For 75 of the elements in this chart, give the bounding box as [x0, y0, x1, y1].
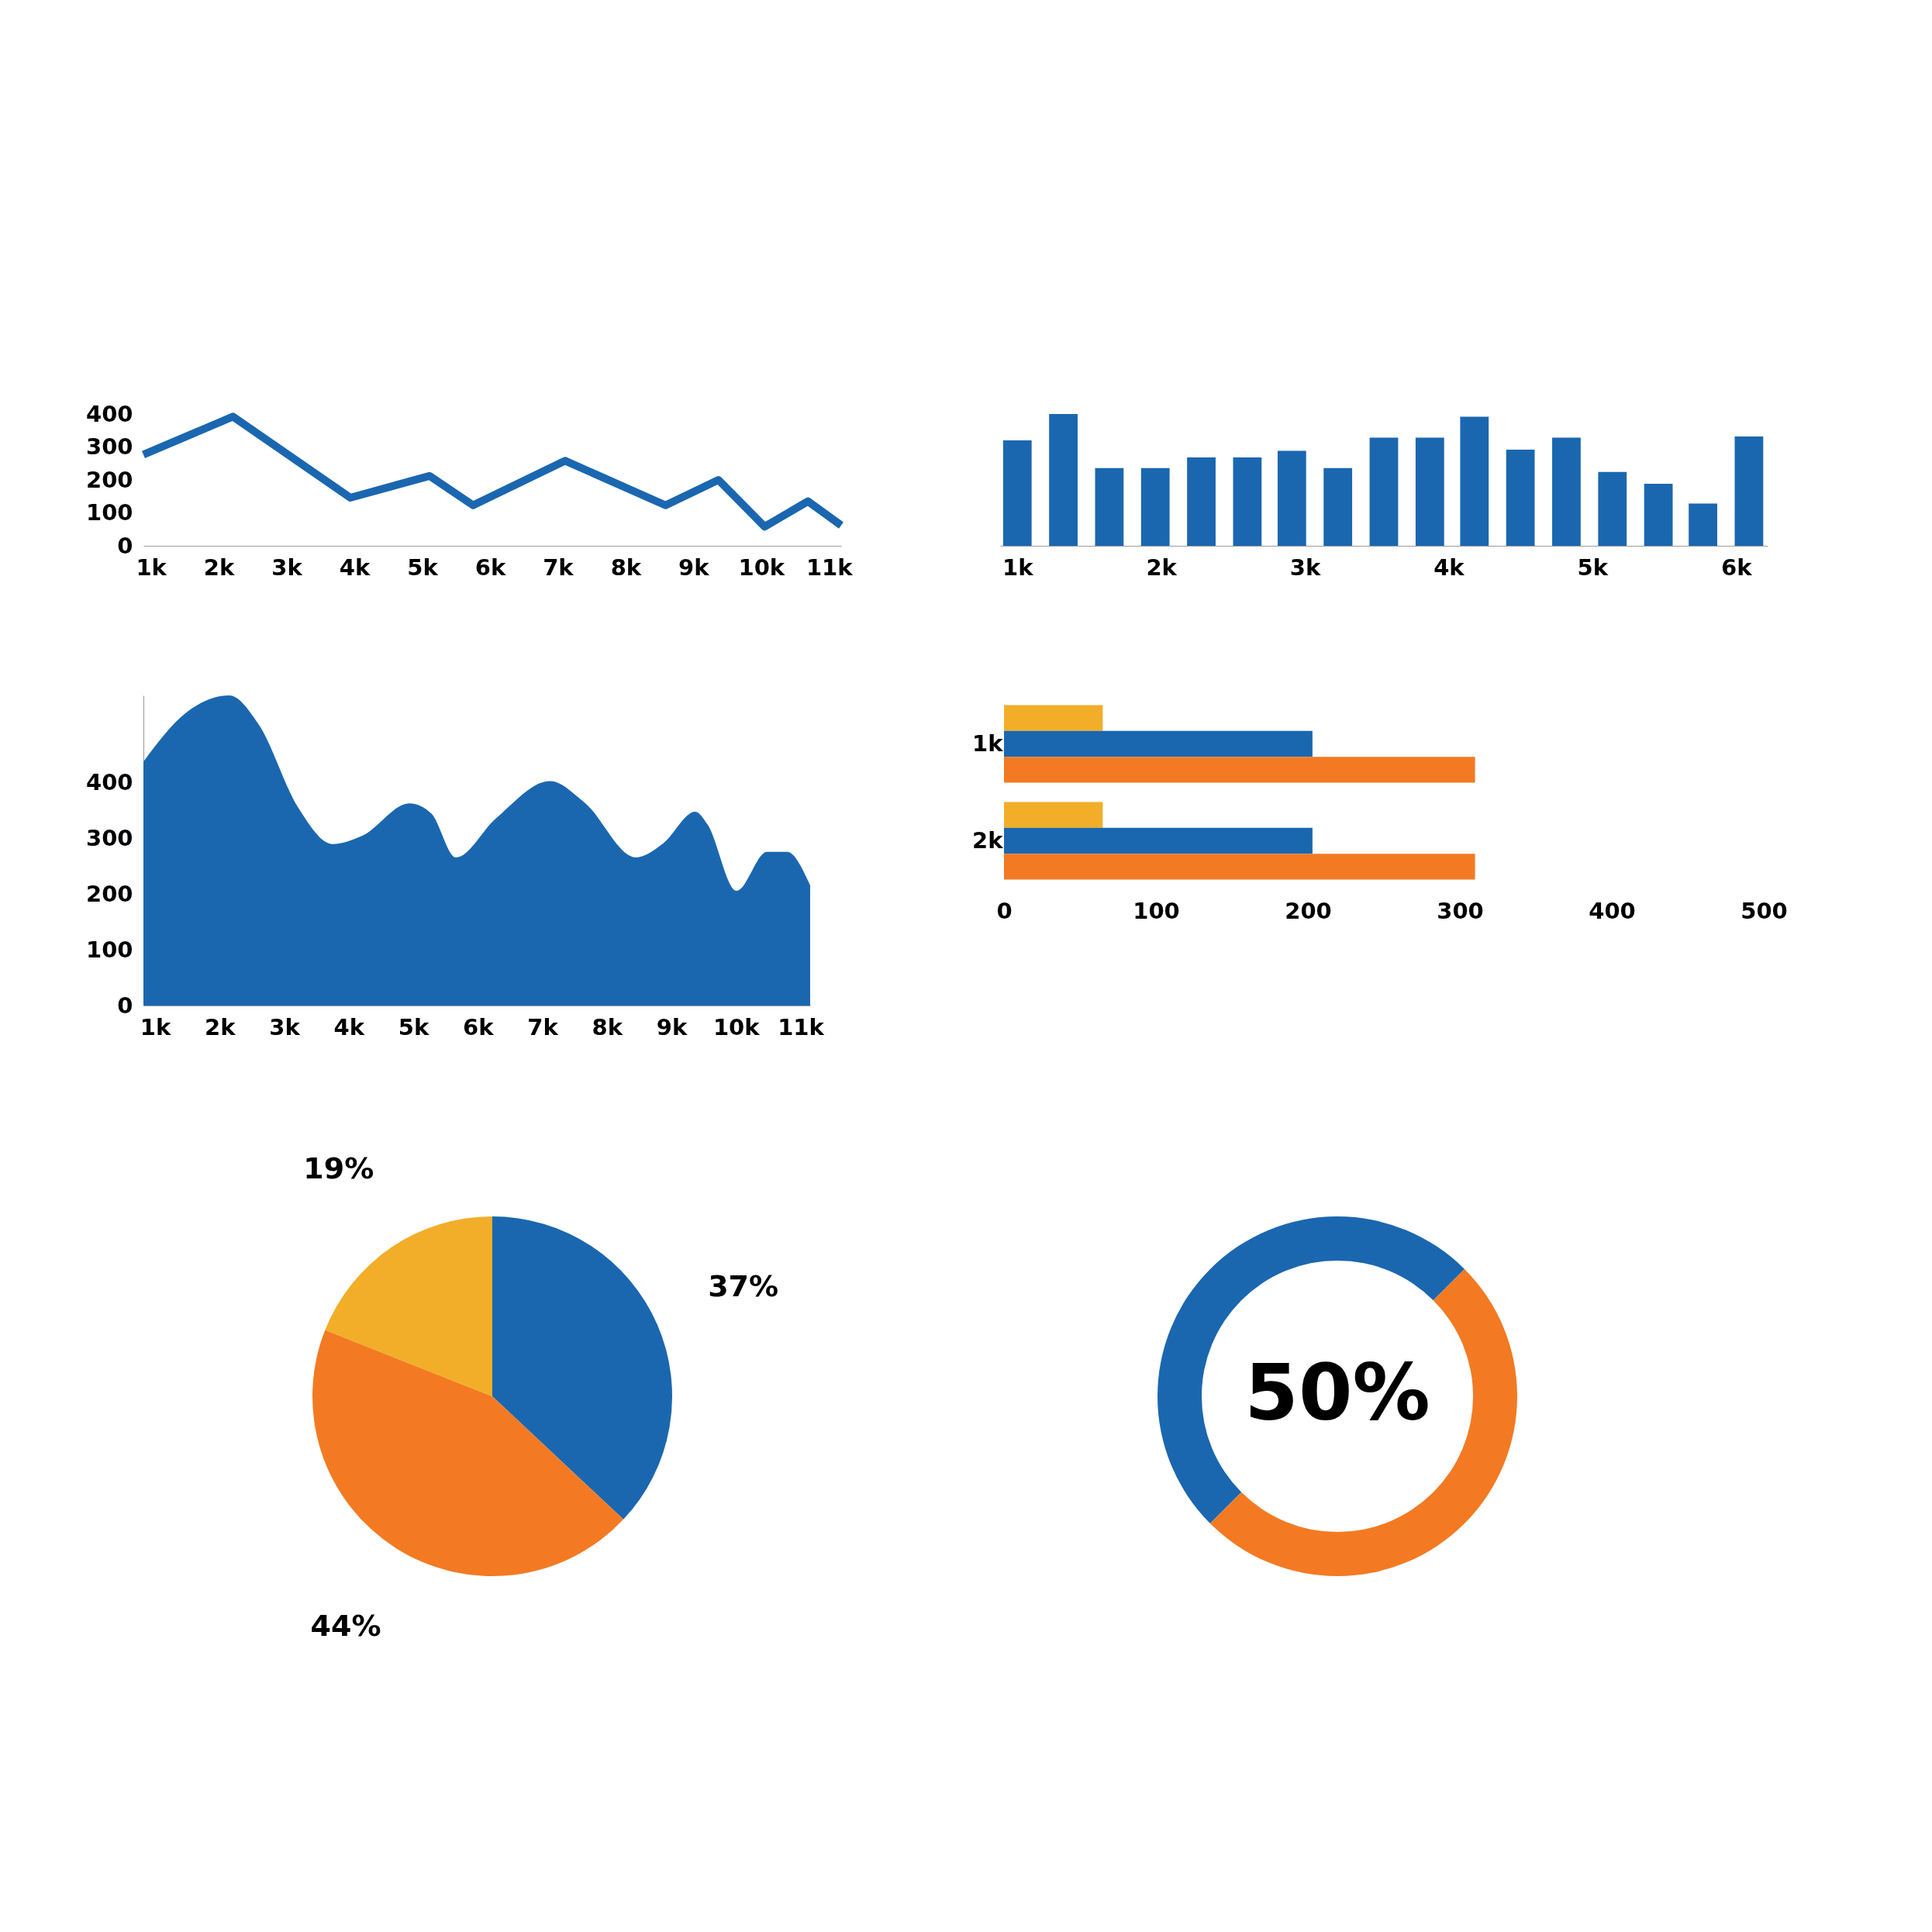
x-tick-label: 1k	[136, 554, 167, 581]
data-label: 19%	[303, 1151, 374, 1186]
data-label: 44%	[310, 1608, 381, 1643]
y-tick-label: 200	[85, 466, 133, 493]
x-tick-label: 5k	[398, 1013, 430, 1040]
x-tick-label: 6k	[474, 554, 506, 581]
x-tick-label: 100	[1133, 897, 1180, 924]
bar	[1095, 467, 1124, 546]
bar	[1323, 467, 1353, 546]
x-tick-label: 300	[1437, 897, 1484, 924]
x-tick-label: 9k	[678, 554, 710, 581]
x-tick-label: 2k	[205, 1013, 236, 1040]
y-tick-label: 300	[85, 825, 133, 852]
x-tick-label: 7k	[527, 1013, 559, 1040]
x-tick-label: 500	[1741, 897, 1788, 924]
y-tick-label: 100	[85, 499, 133, 526]
bar	[1233, 457, 1262, 546]
bar	[1004, 802, 1103, 828]
x-tick-label: 5k	[407, 554, 439, 581]
bar	[1187, 457, 1216, 546]
x-tick-label: 4k	[339, 554, 371, 581]
x-tick-label: 5k	[1577, 554, 1609, 581]
bar	[1140, 467, 1170, 546]
bar	[1002, 440, 1032, 546]
bar	[1004, 705, 1103, 731]
data-label: 37%	[708, 1268, 779, 1303]
donut-slice	[1209, 1268, 1517, 1576]
bar	[1506, 449, 1535, 546]
x-tick-label: 10k	[712, 1013, 761, 1040]
x-tick-label: 8k	[592, 1013, 623, 1040]
bar	[1049, 414, 1078, 546]
x-tick-label: 6k	[1720, 554, 1753, 581]
bar	[1689, 503, 1717, 546]
x-tick-label: 400	[1589, 897, 1636, 924]
y-tick-label: 0	[117, 992, 133, 1019]
x-tick-label: 3k	[269, 1013, 301, 1040]
y-tick-label: 400	[85, 769, 133, 796]
bar	[1004, 854, 1475, 880]
bar	[1644, 484, 1673, 546]
donut-slice	[1157, 1216, 1465, 1524]
x-tick-label: 200	[1285, 897, 1332, 924]
x-tick-label: 2k	[203, 554, 236, 581]
y-tick-label: 200	[85, 880, 133, 907]
bar	[1552, 437, 1581, 546]
x-tick-label: 8k	[610, 554, 642, 581]
y-tick-label: 300	[85, 433, 133, 460]
bar	[1369, 437, 1399, 546]
x-tick-label: 9k	[656, 1013, 688, 1040]
bar	[1004, 730, 1313, 757]
bar	[1460, 416, 1489, 546]
x-tick-label: 3k	[1289, 554, 1321, 581]
x-tick-label: 7k	[543, 554, 574, 581]
bar	[1004, 757, 1475, 783]
pie-slice	[492, 1216, 672, 1520]
bar	[1415, 437, 1444, 546]
x-tick-label: 1k	[1002, 554, 1034, 581]
x-tick-label: 11k	[806, 554, 854, 581]
x-tick-label: 3k	[271, 554, 303, 581]
y-tick-label: 0	[117, 532, 133, 559]
x-tick-label: 2k	[1146, 554, 1178, 581]
bar	[1277, 450, 1306, 546]
text: 50%	[1244, 1347, 1430, 1438]
pie-slice	[312, 1330, 624, 1576]
pie-slice	[325, 1216, 492, 1396]
x-tick-label: 11k	[778, 1013, 825, 1040]
bar	[1004, 827, 1313, 854]
x-tick-label: 6k	[463, 1013, 495, 1040]
x-tick-label: 4k	[333, 1013, 365, 1040]
y-tick-label: 400	[85, 400, 133, 427]
bar	[1734, 436, 1764, 546]
x-tick-label: 10k	[738, 554, 785, 581]
y-tick-label: 100	[85, 936, 133, 963]
x-tick-label: 1k	[140, 1013, 171, 1040]
x-tick-label: 4k	[1433, 554, 1465, 581]
bar	[1598, 471, 1627, 546]
